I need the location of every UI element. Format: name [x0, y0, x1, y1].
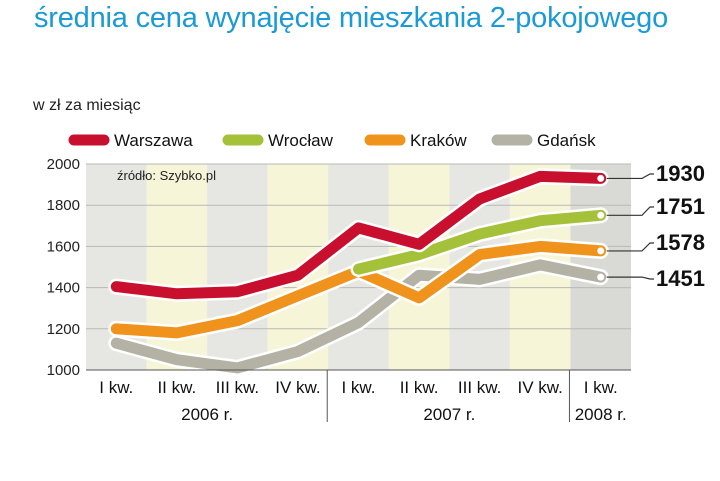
background-band	[207, 164, 268, 370]
leader-line	[606, 276, 654, 280]
x-tick-label: II kw.	[157, 378, 196, 397]
series-end-marker	[597, 211, 605, 219]
year-label: 2008 r.	[575, 405, 627, 424]
end-value-labels: 1930 1751 1578 1451	[606, 161, 705, 291]
series-end-marker	[597, 247, 605, 255]
x-tick-label: IV kw.	[517, 378, 562, 397]
x-tick-label: IV kw.	[275, 378, 320, 397]
leader-line	[606, 173, 654, 180]
x-tick-label: III kw.	[458, 378, 501, 397]
y-tick-label: 1800	[47, 197, 80, 214]
y-axis-ticks: 1000 1200 1400 1600 1800 2000	[47, 156, 80, 379]
y-axis-unit-label: w zł za miesiąc	[32, 97, 141, 114]
y-tick-label: 1200	[47, 321, 80, 338]
y-tick-label: 2000	[47, 156, 80, 173]
series-end-marker	[597, 174, 605, 182]
series-line	[110, 259, 607, 374]
end-value-label: 1451	[656, 266, 705, 291]
source-note: źródło: Szybko.pl	[117, 168, 216, 183]
legend: Warszawa Wrocław Kraków Gdańsk	[68, 131, 596, 150]
series-line	[353, 209, 607, 275]
x-tick-label: I kw.	[99, 378, 133, 397]
y-tick-label: 1000	[47, 362, 80, 379]
x-tick-label: I kw.	[341, 378, 375, 397]
x-axis: I kw. II kw. III kw. IV kw. I kw. II kw. III k…	[86, 369, 631, 424]
year-label: 2006 r.	[181, 405, 233, 424]
y-tick-label: 1600	[47, 238, 80, 255]
year-label: 2007 r.	[423, 405, 475, 424]
legend-label: Wrocław	[268, 131, 334, 150]
x-tick-label: I kw.	[584, 378, 618, 397]
x-tick-label: II kw.	[400, 378, 439, 397]
series-line	[110, 170, 607, 300]
legend-label: Gdańsk	[537, 131, 596, 150]
x-tick-label: III kw.	[216, 378, 259, 397]
series-lines	[108, 168, 609, 376]
chart-title: średnia cena wynajęcie mieszkania 2-poko…	[34, 2, 668, 34]
legend-label: Kraków	[410, 131, 467, 150]
end-value-label: 1930	[656, 161, 705, 186]
end-value-label: 1578	[656, 230, 705, 255]
leader-line	[606, 206, 654, 216]
y-tick-label: 1400	[47, 280, 80, 297]
leader-line	[606, 242, 654, 252]
series-end-marker	[597, 273, 605, 281]
end-value-label: 1751	[656, 194, 705, 219]
legend-label: Warszawa	[114, 131, 193, 150]
